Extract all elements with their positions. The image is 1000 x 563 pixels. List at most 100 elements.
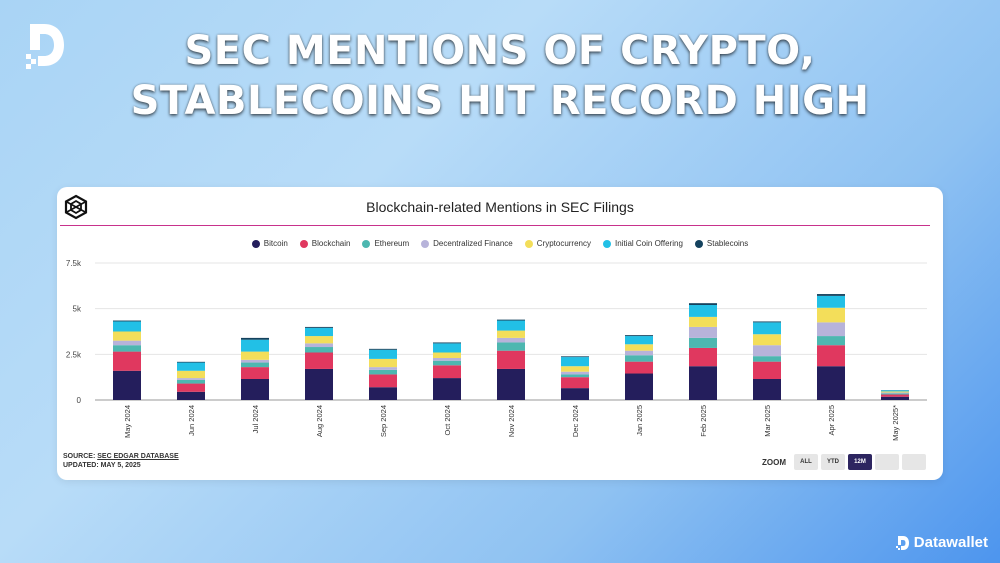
- bar-initial-coin-offering[interactable]: [625, 336, 653, 345]
- bar-stablecoins[interactable]: [561, 356, 589, 358]
- bar-decentralized-finance[interactable]: [433, 357, 461, 361]
- bar-ethereum[interactable]: [433, 360, 461, 366]
- bar-stablecoins[interactable]: [817, 294, 845, 296]
- bar-stablecoins[interactable]: [753, 321, 781, 323]
- bar-initial-coin-offering[interactable]: [753, 322, 781, 335]
- bar-initial-coin-offering[interactable]: [689, 305, 717, 317]
- bar-cryptocurrency[interactable]: [369, 358, 397, 368]
- bar-stablecoins[interactable]: [433, 342, 461, 344]
- bar-stablecoins[interactable]: [177, 361, 205, 363]
- bar-blockchain[interactable]: [817, 345, 845, 367]
- bar-stablecoins[interactable]: [625, 335, 653, 337]
- bar-cryptocurrency[interactable]: [881, 391, 909, 393]
- bar-bitcoin[interactable]: [881, 396, 909, 400]
- bar-bitcoin[interactable]: [113, 370, 141, 400]
- bar-initial-coin-offering[interactable]: [561, 357, 589, 367]
- legend-item-bitcoin[interactable]: Bitcoin: [251, 239, 288, 248]
- bar-cryptocurrency[interactable]: [433, 352, 461, 358]
- bar-bitcoin[interactable]: [433, 378, 461, 400]
- bar-ethereum[interactable]: [753, 356, 781, 362]
- bar-cryptocurrency[interactable]: [241, 351, 269, 360]
- bar-bitcoin[interactable]: [753, 378, 781, 400]
- bar-ethereum[interactable]: [369, 369, 397, 375]
- bar-ethereum[interactable]: [689, 337, 717, 348]
- bar-initial-coin-offering[interactable]: [305, 327, 333, 337]
- zoom-button-4[interactable]: [875, 454, 899, 470]
- legend-item-ethereum[interactable]: Ethereum: [362, 239, 409, 248]
- bar-bitcoin[interactable]: [561, 388, 589, 400]
- bar-decentralized-finance[interactable]: [369, 367, 397, 370]
- bar-decentralized-finance[interactable]: [689, 326, 717, 338]
- bar-bitcoin[interactable]: [369, 387, 397, 400]
- bar-blockchain[interactable]: [881, 394, 909, 397]
- bar-cryptocurrency[interactable]: [177, 370, 205, 379]
- bar-ethereum[interactable]: [881, 393, 909, 395]
- bar-ethereum[interactable]: [497, 342, 525, 351]
- source-link[interactable]: SEC EDGAR DATABASE: [97, 453, 179, 460]
- bar-ethereum[interactable]: [113, 345, 141, 352]
- bar-decentralized-finance[interactable]: [753, 345, 781, 357]
- bar-stablecoins[interactable]: [369, 348, 397, 350]
- bar-stablecoins[interactable]: [113, 320, 141, 322]
- bar-decentralized-finance[interactable]: [497, 337, 525, 343]
- legend-item-decentralized-finance[interactable]: Decentralized Finance: [421, 239, 513, 248]
- bar-bitcoin[interactable]: [241, 378, 269, 400]
- bar-initial-coin-offering[interactable]: [433, 343, 461, 353]
- bar-decentralized-finance[interactable]: [561, 371, 589, 375]
- bar-decentralized-finance[interactable]: [817, 322, 845, 337]
- bar-initial-coin-offering[interactable]: [241, 339, 269, 352]
- bar-blockchain[interactable]: [369, 374, 397, 388]
- bar-stablecoins[interactable]: [305, 326, 333, 328]
- zoom-12m-button[interactable]: 12M: [848, 454, 872, 470]
- bar-blockchain[interactable]: [561, 377, 589, 389]
- legend-item-blockchain[interactable]: Blockchain: [299, 239, 350, 248]
- bar-bitcoin[interactable]: [177, 391, 205, 400]
- bar-bitcoin[interactable]: [689, 366, 717, 400]
- bar-ethereum[interactable]: [625, 355, 653, 362]
- bar-initial-coin-offering[interactable]: [497, 320, 525, 331]
- bar-cryptocurrency[interactable]: [561, 366, 589, 372]
- bar-cryptocurrency[interactable]: [305, 336, 333, 344]
- bar-ethereum[interactable]: [561, 374, 589, 378]
- bar-initial-coin-offering[interactable]: [177, 362, 205, 371]
- bar-initial-coin-offering[interactable]: [881, 390, 909, 392]
- bar-blockchain[interactable]: [625, 361, 653, 374]
- bar-cryptocurrency[interactable]: [113, 331, 141, 341]
- bar-stablecoins[interactable]: [689, 303, 717, 306]
- bar-decentralized-finance[interactable]: [305, 343, 333, 348]
- bar-stablecoins[interactable]: [241, 337, 269, 340]
- bar-blockchain[interactable]: [497, 350, 525, 369]
- bar-initial-coin-offering[interactable]: [369, 349, 397, 359]
- zoom-ytd-button[interactable]: YTD: [821, 454, 845, 470]
- bar-ethereum[interactable]: [305, 347, 333, 353]
- legend-item-stablecoins[interactable]: Stablecoins: [694, 239, 748, 248]
- legend-item-cryptocurrency[interactable]: Cryptocurrency: [524, 239, 591, 248]
- bar-blockchain[interactable]: [305, 352, 333, 369]
- bar-cryptocurrency[interactable]: [689, 316, 717, 327]
- bar-decentralized-finance[interactable]: [881, 392, 909, 394]
- bar-blockchain[interactable]: [689, 347, 717, 367]
- bar-decentralized-finance[interactable]: [241, 359, 269, 363]
- legend-item-initial-coin-offering[interactable]: Initial Coin Offering: [603, 239, 683, 248]
- bar-bitcoin[interactable]: [625, 373, 653, 400]
- bar-blockchain[interactable]: [753, 361, 781, 379]
- bar-stablecoins[interactable]: [497, 319, 525, 321]
- bar-decentralized-finance[interactable]: [177, 378, 205, 380]
- bar-cryptocurrency[interactable]: [497, 330, 525, 338]
- bar-cryptocurrency[interactable]: [625, 344, 653, 351]
- bar-decentralized-finance[interactable]: [113, 340, 141, 346]
- bar-bitcoin[interactable]: [497, 368, 525, 400]
- bar-blockchain[interactable]: [177, 383, 205, 392]
- bar-blockchain[interactable]: [113, 351, 141, 371]
- bar-cryptocurrency[interactable]: [753, 334, 781, 346]
- bar-cryptocurrency[interactable]: [817, 307, 845, 323]
- bar-decentralized-finance[interactable]: [625, 350, 653, 356]
- bar-initial-coin-offering[interactable]: [113, 321, 141, 332]
- bar-blockchain[interactable]: [433, 365, 461, 379]
- bar-bitcoin[interactable]: [817, 366, 845, 400]
- zoom-button-5[interactable]: [902, 454, 926, 470]
- bar-initial-coin-offering[interactable]: [817, 295, 845, 308]
- bar-ethereum[interactable]: [241, 362, 269, 368]
- zoom-all-button[interactable]: ALL: [794, 454, 818, 470]
- bar-ethereum[interactable]: [817, 336, 845, 346]
